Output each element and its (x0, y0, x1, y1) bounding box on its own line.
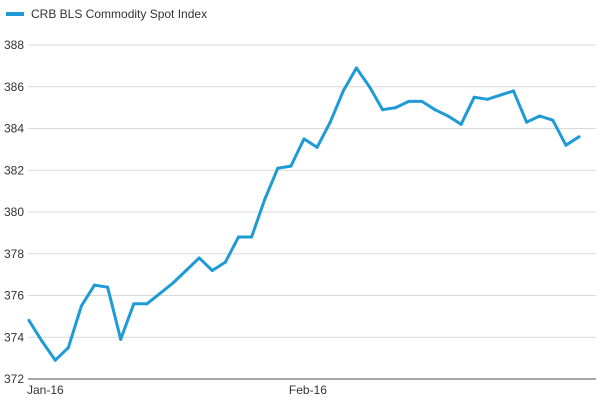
legend: CRB BLS Commodity Spot Index (6, 7, 207, 21)
data-point (407, 99, 411, 103)
data-point (538, 114, 542, 118)
y-tick-label: 386 (4, 80, 24, 94)
y-tick-label: 374 (4, 330, 24, 344)
data-point (145, 302, 149, 306)
y-tick-label: 372 (4, 372, 24, 386)
data-point (328, 120, 332, 124)
data-point (472, 95, 476, 99)
data-point (564, 143, 568, 147)
y-tick-label: 388 (4, 38, 24, 52)
data-point (459, 122, 463, 126)
data-point (498, 93, 502, 97)
data-point (420, 99, 424, 103)
data-point (223, 260, 227, 264)
y-tick-label: 378 (4, 247, 24, 261)
data-point (315, 145, 319, 149)
data-point (66, 346, 70, 350)
data-point (237, 235, 241, 239)
legend-label-series-1: CRB BLS Commodity Spot Index (31, 7, 207, 21)
data-point (289, 164, 293, 168)
data-point (197, 256, 201, 260)
data-point (53, 358, 57, 362)
data-point (106, 285, 110, 289)
data-point (512, 89, 516, 93)
data-point (367, 85, 371, 89)
data-point (210, 268, 214, 272)
data-point (27, 319, 31, 323)
data-point (525, 120, 529, 124)
x-tick-label: Feb-16 (289, 383, 327, 397)
data-point (551, 118, 555, 122)
data-point (433, 108, 437, 112)
data-point (446, 114, 450, 118)
series-lines (27, 66, 581, 362)
data-point (394, 106, 398, 110)
y-tick-label: 380 (4, 205, 24, 219)
y-tick-label: 384 (4, 122, 24, 136)
data-point (171, 281, 175, 285)
y-tick-label: 382 (4, 163, 24, 177)
data-point (276, 166, 280, 170)
data-point (381, 108, 385, 112)
data-point (263, 197, 267, 201)
data-point (341, 89, 345, 93)
data-point (577, 135, 581, 139)
axes: 372 374 376 378 380 382 384 386 388 Jan-16 Feb-16 (4, 38, 596, 397)
series-line (27, 66, 581, 362)
data-point (485, 97, 489, 101)
data-point (132, 302, 136, 306)
data-point (302, 137, 306, 141)
x-tick-label: Jan-16 (27, 383, 64, 397)
data-point (354, 66, 358, 70)
data-point (184, 268, 188, 272)
y-tick-label: 376 (4, 289, 24, 303)
data-point (119, 337, 123, 341)
data-point (40, 339, 44, 343)
gridlines (28, 44, 596, 338)
data-point (158, 291, 162, 295)
data-point (250, 235, 254, 239)
data-point (79, 304, 83, 308)
data-point (92, 283, 96, 287)
